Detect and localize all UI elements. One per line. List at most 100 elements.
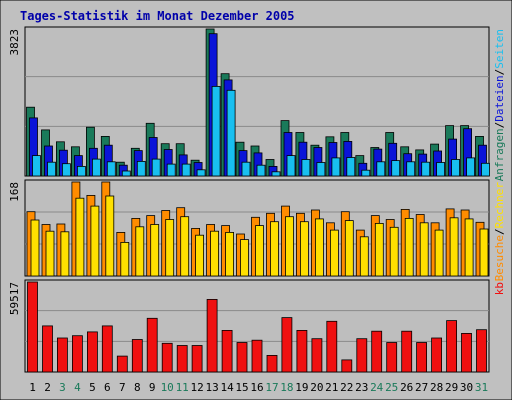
bar-seiten-day-31 [481, 162, 490, 177]
bar-rechner-day-13 [210, 230, 220, 277]
bar-kb-day-30 [461, 332, 472, 373]
x-tick-label: 4 [74, 381, 81, 394]
bar-seiten-day-8 [136, 160, 146, 177]
bar-seiten-day-1 [32, 155, 41, 177]
x-tick-label: 3 [59, 381, 66, 394]
bar-kb-day-26 [401, 330, 413, 373]
bar-rechner-day-2 [45, 230, 55, 277]
x-tick-label: 10 [161, 381, 174, 394]
bar-kb-day-6 [101, 325, 113, 373]
bar-kb-day-18 [281, 317, 293, 373]
bar-rechner-day-17 [270, 221, 279, 277]
chart-title: Tages-Statistik im Monat Dezember 2005 [20, 9, 295, 23]
bar-rechner-day-21 [329, 229, 339, 277]
x-tick-label: 8 [134, 381, 141, 394]
bar-rechner-day-14 [225, 231, 235, 277]
x-tick-label: 14 [220, 381, 234, 394]
ymax-label-top: 3823 [8, 29, 21, 56]
x-tick-label: 29 [445, 381, 458, 394]
bar-seiten-day-14 [226, 89, 236, 177]
bar-seiten-day-26 [406, 161, 416, 177]
bar-rechner-day-26 [404, 217, 414, 277]
bar-seiten-day-17 [271, 171, 281, 177]
bar-seiten-day-12 [196, 169, 206, 177]
bar-seiten-day-23 [361, 169, 371, 177]
legend-entry: / [493, 228, 506, 235]
x-tick-label: 5 [89, 381, 96, 394]
x-tick-label: 23 [355, 381, 368, 394]
bar-rechner-day-8 [135, 226, 145, 277]
bar-rechner-day-11 [180, 216, 190, 277]
legend-middle: Besuche/Rechner [493, 182, 506, 282]
bar-kb-day-19 [296, 329, 308, 373]
bar-rechner-day-18 [285, 216, 294, 277]
bar-kb-day-4 [72, 335, 83, 373]
x-tick-label: 21 [325, 381, 338, 394]
legend-entry: Dateien [493, 75, 506, 121]
bar-seiten-day-6 [106, 161, 116, 177]
bar-seiten-day-2 [47, 161, 56, 177]
bar-rechner-day-1 [30, 219, 40, 277]
bar-kb-day-28 [431, 337, 443, 373]
bar-rechner-day-4 [75, 197, 85, 277]
x-tick-label: 28 [430, 381, 443, 394]
bar-seiten-day-3 [62, 163, 71, 177]
legend-entry: Seiten [493, 29, 506, 69]
x-tick-label: 16 [250, 381, 263, 394]
x-tick-label: 15 [235, 381, 248, 394]
bar-seiten-day-29 [451, 159, 461, 177]
x-tick-label: 26 [400, 381, 413, 394]
bar-rechner-day-27 [419, 222, 429, 277]
x-tick-label: 22 [340, 381, 353, 394]
bar-seiten-day-19 [301, 159, 311, 177]
bar-rechner-day-25 [389, 226, 399, 277]
legend-entry: Rechner [493, 182, 506, 229]
bar-seiten-day-18 [286, 155, 296, 177]
x-tick-label: 24 [370, 381, 384, 394]
x-tick-label: 9 [149, 381, 156, 394]
bar-rechner-day-3 [60, 231, 70, 277]
x-tick-label: 12 [190, 381, 203, 394]
ymax-label-bottom: 59517 [8, 282, 21, 315]
x-tick-label: 19 [295, 381, 308, 394]
bar-rechner-day-12 [195, 234, 205, 277]
bar-rechner-day-28 [434, 229, 444, 277]
bar-rechner-day-6 [105, 195, 115, 277]
bar-kb-day-1 [27, 281, 38, 373]
bar-kb-day-7 [116, 355, 128, 373]
bar-rechner-day-16 [255, 225, 264, 277]
bar-kb-day-2 [42, 325, 53, 373]
bar-rechner-day-29 [449, 217, 459, 277]
bar-kb-day-20 [311, 338, 323, 373]
bar-seiten-day-27 [421, 161, 431, 177]
bar-kb-day-8 [131, 339, 143, 373]
bar-rechner-day-15 [240, 239, 249, 277]
x-tick-label: 13 [205, 381, 218, 394]
bar-rechner-day-23 [359, 236, 369, 277]
x-tick-label: 17 [265, 381, 278, 394]
bar-rechner-day-7 [120, 241, 130, 277]
bar-kb-day-17 [266, 354, 278, 373]
legend-entry: Besuche [493, 235, 506, 281]
bar-kb-day-12 [191, 345, 203, 373]
bar-seiten-day-13 [211, 86, 221, 177]
legend-entry: Anfragen [493, 128, 506, 181]
bar-kb-day-27 [416, 342, 428, 373]
bar-kb-day-10 [161, 342, 173, 373]
ymax-label-middle: 168 [8, 182, 21, 202]
x-tick-label: 1 [29, 381, 36, 394]
bar-seiten-day-11 [181, 163, 191, 177]
bar-rechner-day-30 [464, 218, 474, 277]
bar-kb-day-13 [206, 298, 218, 373]
bar-kb-day-31 [476, 329, 487, 373]
legend-bottom: kb [493, 282, 506, 295]
x-tick-label: 6 [104, 381, 111, 394]
bar-kb-day-11 [176, 345, 188, 373]
bar-seiten-day-22 [346, 157, 356, 177]
bar-seiten-day-10 [166, 163, 176, 177]
legend-entry: / [493, 69, 506, 76]
bar-rechner-day-9 [150, 224, 160, 277]
bar-seiten-day-4 [77, 165, 86, 177]
bar-kb-day-3 [57, 337, 68, 373]
bar-rechner-day-24 [374, 222, 384, 277]
